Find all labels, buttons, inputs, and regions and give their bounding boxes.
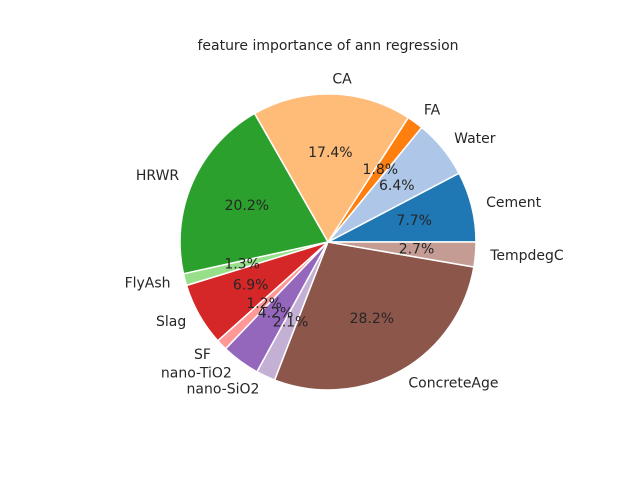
- percent-label-concreteage: 28.2%: [350, 311, 394, 327]
- slice-label-slag: Slag: [156, 314, 186, 330]
- percent-label-sf: 1.2%: [246, 296, 282, 312]
- slice-label-concreteage: ConcreteAge: [408, 376, 498, 392]
- slice-label-sf: SF: [194, 347, 211, 363]
- percent-labels: 7.7%6.4%1.8%17.4%20.2%1.3%6.9%1.2%4.2%2.…: [224, 145, 434, 330]
- slice-label-cement: Cement: [486, 195, 542, 211]
- slice-label-fa: FA: [424, 102, 441, 118]
- pie-slice-hrwr: [179, 112, 329, 275]
- pie-slice-tempdegc: [327, 241, 477, 268]
- chart-title: feature importance of ann regression: [197, 38, 458, 54]
- percent-label-nano-sio2: 2.1%: [273, 315, 309, 331]
- percent-label-hrwr: 20.2%: [225, 198, 269, 214]
- pie-slices: [179, 93, 477, 391]
- slice-label-nano-tio2: nano-TiO2: [161, 365, 232, 381]
- slice-label-nano-sio2: nano-SiO2: [187, 382, 260, 398]
- slice-label-hrwr: HRWR: [136, 168, 180, 184]
- percent-label-ca: 17.4%: [308, 145, 352, 161]
- slice-labels: Cement Water FA CA HRWR FlyAsh Slag SF nano-TiO2…: [125, 71, 564, 397]
- percent-label-flyash: 1.3%: [224, 257, 260, 273]
- slice-label-flyash: FlyAsh: [125, 275, 171, 291]
- percent-label-nano-tio2: 4.2%: [258, 306, 294, 322]
- slice-label-ca: CA: [332, 71, 352, 87]
- pie-slice-ca: [253, 93, 409, 243]
- pie-slice-concreteage: [273, 241, 475, 391]
- slice-label-water: Water: [454, 131, 496, 147]
- percent-label-tempdegc: 2.7%: [399, 242, 435, 258]
- percent-label-water: 6.4%: [379, 178, 415, 194]
- percent-label-fa: 1.8%: [362, 162, 398, 178]
- slice-label-tempdegc: TempdegC: [489, 248, 564, 264]
- percent-label-cement: 7.7%: [396, 213, 432, 229]
- percent-label-slag: 6.9%: [233, 278, 269, 294]
